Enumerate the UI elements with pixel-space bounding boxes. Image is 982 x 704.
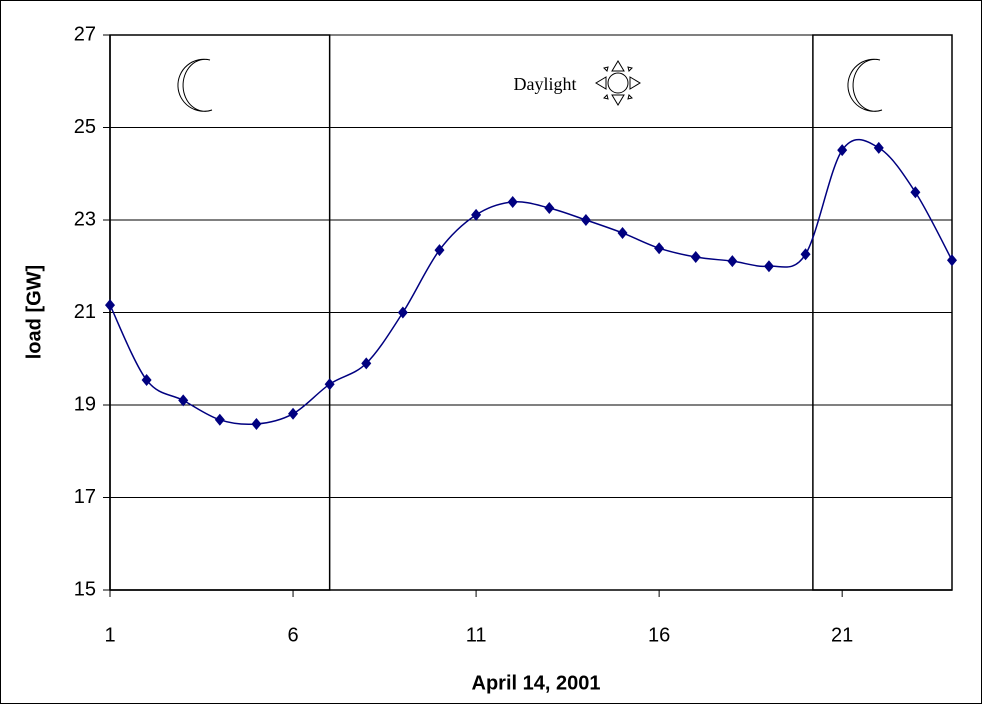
data-point	[251, 417, 262, 430]
data-point	[397, 306, 408, 319]
x-tick-label: 21	[831, 624, 853, 646]
data-point	[873, 141, 884, 154]
moon-icon	[177, 58, 213, 112]
data-point	[178, 394, 189, 407]
data-point	[654, 242, 665, 255]
data-point	[141, 374, 152, 387]
y-axis-label: load [GW]	[23, 265, 45, 359]
data-point	[763, 260, 774, 273]
data-point	[288, 407, 299, 420]
load-line	[109, 138, 953, 426]
data-point	[800, 248, 811, 261]
data-point	[544, 201, 555, 214]
y-tick-label: 27	[74, 23, 96, 45]
y-tick-label: 23	[74, 208, 96, 230]
x-tick-label: 16	[648, 624, 670, 646]
data-point	[727, 255, 738, 268]
y-tick-label: 21	[74, 301, 96, 323]
x-tick-label: 11	[466, 624, 487, 646]
data-point	[580, 214, 591, 226]
y-tick-label: 15	[74, 578, 96, 600]
data-point	[910, 186, 921, 199]
x-axis-label: April 14, 2001	[472, 672, 601, 694]
data-point	[507, 195, 518, 208]
y-tick-label: 17	[74, 486, 96, 508]
data-point	[361, 357, 372, 370]
data-point	[471, 208, 482, 221]
data-point	[214, 413, 225, 426]
data-point	[324, 378, 335, 391]
y-tick-label: 19	[74, 393, 96, 415]
data-point	[837, 144, 848, 157]
x-tick-label: 6	[287, 624, 298, 646]
data-point	[690, 251, 701, 263]
data-point	[947, 254, 957, 267]
y-tick-label: 25	[74, 116, 96, 138]
x-tick-label: 1	[104, 624, 115, 646]
data-point	[105, 299, 115, 312]
daylight-label: Daylight	[514, 74, 577, 94]
moon-icon	[847, 58, 883, 112]
sun-icon	[595, 60, 641, 106]
data-point	[434, 244, 445, 257]
data-point	[617, 226, 628, 239]
